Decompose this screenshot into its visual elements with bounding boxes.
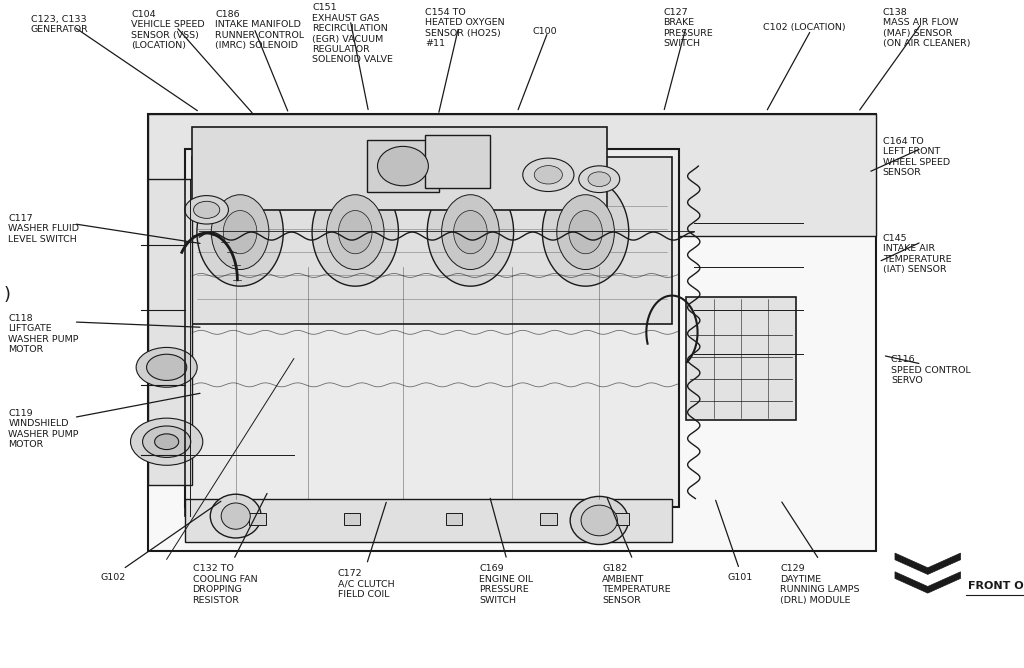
Bar: [425, 136, 490, 188]
Text: C102 (LOCATION): C102 (LOCATION): [763, 23, 846, 32]
Text: C172
A/C CLUTCH
FIELD COIL: C172 A/C CLUTCH FIELD COIL: [338, 569, 394, 599]
Ellipse shape: [581, 505, 617, 536]
Text: G101: G101: [727, 573, 753, 582]
Ellipse shape: [454, 210, 487, 254]
Ellipse shape: [427, 178, 514, 286]
Text: C154 TO
HEATED OXYGEN
SENSOR (HO2S)
#11: C154 TO HEATED OXYGEN SENSOR (HO2S) #11: [425, 8, 505, 48]
Bar: [148, 179, 193, 486]
Bar: [193, 157, 672, 323]
Circle shape: [136, 347, 198, 387]
Text: C138
MASS AIR FLOW
(MAF) SENSOR
(ON AIR CLEANER): C138 MASS AIR FLOW (MAF) SENSOR (ON AIR …: [883, 8, 970, 48]
Bar: [250, 513, 266, 525]
Ellipse shape: [339, 210, 372, 254]
Ellipse shape: [221, 503, 250, 529]
Polygon shape: [895, 572, 961, 593]
Text: C123, C133
GENERATOR: C123, C133 GENERATOR: [31, 15, 88, 34]
Ellipse shape: [378, 146, 428, 186]
Ellipse shape: [223, 210, 257, 254]
Circle shape: [146, 354, 186, 381]
Bar: [148, 114, 876, 551]
Text: C100: C100: [532, 27, 557, 35]
Bar: [367, 140, 439, 192]
Bar: [612, 513, 629, 525]
Text: C118
LIFTGATE
WASHER PUMP
MOTOR: C118 LIFTGATE WASHER PUMP MOTOR: [8, 314, 79, 354]
Text: C117
WASHER FLUID
LEVEL SWITCH: C117 WASHER FLUID LEVEL SWITCH: [8, 214, 79, 244]
Circle shape: [142, 426, 190, 458]
Ellipse shape: [197, 178, 284, 286]
Text: C151
EXHAUST GAS
RECIRCULATION
(EGR) VACUUM
REGULATOR
SOLENOID VALVE: C151 EXHAUST GAS RECIRCULATION (EGR) VAC…: [312, 3, 393, 64]
Ellipse shape: [327, 195, 384, 270]
Text: C145
INTAKE AIR
TEMPERATURE
(IAT) SENSOR: C145 INTAKE AIR TEMPERATURE (IAT) SENSOR: [883, 234, 951, 274]
Circle shape: [588, 172, 610, 186]
Bar: [686, 297, 796, 420]
Text: G102: G102: [100, 573, 126, 582]
Text: C119
WINDSHIELD
WASHER PUMP
MOTOR: C119 WINDSHIELD WASHER PUMP MOTOR: [8, 409, 79, 449]
Ellipse shape: [543, 178, 629, 286]
Text: ): ): [3, 287, 10, 304]
Ellipse shape: [211, 195, 269, 270]
Ellipse shape: [312, 178, 398, 286]
Circle shape: [579, 166, 620, 192]
Text: G182
AMBIENT
TEMPERATURE
SENSOR: G182 AMBIENT TEMPERATURE SENSOR: [602, 564, 671, 605]
Bar: [184, 148, 679, 508]
Ellipse shape: [568, 210, 602, 254]
Text: C116
SPEED CONTROL
SERVO: C116 SPEED CONTROL SERVO: [891, 355, 971, 385]
Bar: [193, 127, 606, 210]
Text: C104
VEHICLE SPEED
SENSOR (VSS)
(LOCATION): C104 VEHICLE SPEED SENSOR (VSS) (LOCATIO…: [131, 10, 205, 50]
Ellipse shape: [210, 494, 261, 538]
Text: C127
BRAKE
PRESSURE
SWITCH: C127 BRAKE PRESSURE SWITCH: [664, 8, 714, 48]
Bar: [184, 498, 672, 542]
Bar: [148, 114, 876, 236]
Text: C169
ENGINE OIL
PRESSURE
SWITCH: C169 ENGINE OIL PRESSURE SWITCH: [479, 564, 534, 605]
Circle shape: [184, 196, 228, 224]
Text: C132 TO
COOLING FAN
DROPPING
RESISTOR: C132 TO COOLING FAN DROPPING RESISTOR: [193, 564, 257, 605]
Circle shape: [155, 434, 179, 450]
Text: C164 TO
LEFT FRONT
WHEEL SPEED
SENSOR: C164 TO LEFT FRONT WHEEL SPEED SENSOR: [883, 137, 950, 177]
Circle shape: [522, 158, 573, 192]
Text: C186
INTAKE MANIFOLD
RUNNER CONTROL
(IMRC) SOLENOID: C186 INTAKE MANIFOLD RUNNER CONTROL (IMR…: [215, 10, 304, 50]
Bar: [344, 513, 360, 525]
Circle shape: [130, 418, 203, 466]
Polygon shape: [895, 553, 961, 574]
Circle shape: [535, 166, 562, 184]
Circle shape: [194, 201, 220, 218]
Text: C129
DAYTIME
RUNNING LAMPS
(DRL) MODULE: C129 DAYTIME RUNNING LAMPS (DRL) MODULE: [780, 564, 860, 605]
Bar: [541, 513, 557, 525]
Ellipse shape: [557, 195, 614, 270]
Text: FRONT OF VEHICLE: FRONT OF VEHICLE: [968, 581, 1024, 591]
Ellipse shape: [570, 496, 629, 544]
Ellipse shape: [441, 195, 500, 270]
Bar: [445, 513, 462, 525]
